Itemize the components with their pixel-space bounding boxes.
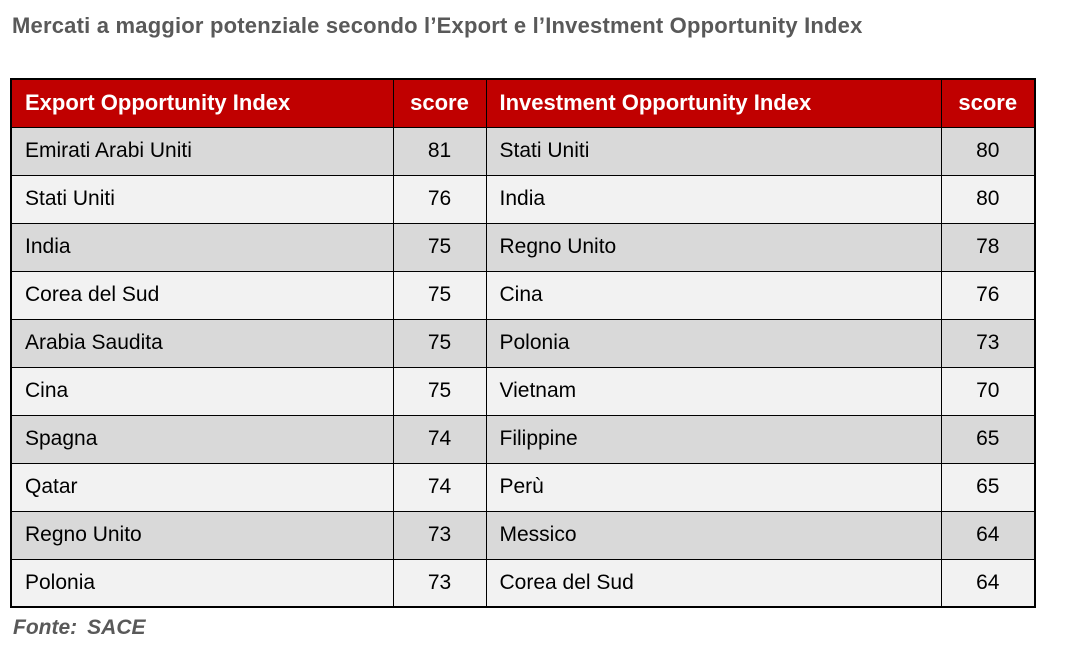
export-market-cell: Regno Unito: [10, 510, 394, 560]
export-market-cell: Corea del Sud: [10, 270, 394, 320]
page-title: Mercati a maggior potenziale secondo l’E…: [12, 13, 863, 38]
header-export-opportunity-index: Export Opportunity Index: [10, 78, 394, 128]
header-investment-opportunity-index: Investment Opportunity Index: [485, 78, 942, 128]
export-market-cell: Cina: [10, 366, 394, 416]
investment-score-cell: 73: [940, 318, 1036, 368]
export-score-cell: 73: [392, 510, 487, 560]
investment-score-cell: 76: [940, 270, 1036, 320]
header-export-score: score: [392, 78, 487, 128]
investment-score-cell: 64: [940, 510, 1036, 560]
investment-market-cell: Polonia: [485, 318, 942, 368]
opportunity-index-table: Export Opportunity Index score Investmen…: [10, 78, 1036, 608]
investment-score-cell: 65: [940, 462, 1036, 512]
table-row: Polonia 73 Corea del Sud 64: [10, 558, 1036, 608]
investment-market-cell: Perù: [485, 462, 942, 512]
export-market-cell: Polonia: [10, 558, 394, 608]
source-label: Fonte:: [13, 616, 78, 639]
export-market-cell: Spagna: [10, 414, 394, 464]
investment-score-cell: 80: [940, 126, 1036, 176]
source-value: SACE: [87, 616, 146, 639]
table-body: Emirati Arabi Uniti 81 Stati Uniti 80 Stati …: [10, 126, 1036, 608]
investment-score-cell: 65: [940, 414, 1036, 464]
investment-score-cell: 78: [940, 222, 1036, 272]
investment-score-cell: 80: [940, 174, 1036, 224]
investment-market-cell: Regno Unito: [485, 222, 942, 272]
investment-score-cell: 70: [940, 366, 1036, 416]
investment-market-cell: Vietnam: [485, 366, 942, 416]
investment-score-cell: 64: [940, 558, 1036, 608]
export-score-cell: 74: [392, 462, 487, 512]
header-row: Export Opportunity Index score Investmen…: [10, 78, 1036, 128]
table-row: Regno Unito 73 Messico 64: [10, 510, 1036, 560]
export-market-cell: Emirati Arabi Uniti: [10, 126, 394, 176]
investment-market-cell: Filippine: [485, 414, 942, 464]
table-header: Export Opportunity Index score Investmen…: [10, 78, 1036, 128]
table-row: Arabia Saudita 75 Polonia 73: [10, 318, 1036, 368]
export-market-cell: Stati Uniti: [10, 174, 394, 224]
investment-market-cell: India: [485, 174, 942, 224]
table-row: Emirati Arabi Uniti 81 Stati Uniti 80: [10, 126, 1036, 176]
export-score-cell: 76: [392, 174, 487, 224]
export-score-cell: 73: [392, 558, 487, 608]
table-row: Stati Uniti 76 India 80: [10, 174, 1036, 224]
investment-market-cell: Messico: [485, 510, 942, 560]
table-row: India 75 Regno Unito 78: [10, 222, 1036, 272]
export-market-cell: India: [10, 222, 394, 272]
export-score-cell: 74: [392, 414, 487, 464]
table-row: Corea del Sud 75 Cina 76: [10, 270, 1036, 320]
export-market-cell: Qatar: [10, 462, 394, 512]
export-score-cell: 75: [392, 366, 487, 416]
export-market-cell: Arabia Saudita: [10, 318, 394, 368]
export-score-cell: 75: [392, 318, 487, 368]
source-line: Fonte: SACE: [13, 616, 146, 640]
investment-market-cell: Cina: [485, 270, 942, 320]
investment-market-cell: Corea del Sud: [485, 558, 942, 608]
investment-market-cell: Stati Uniti: [485, 126, 942, 176]
header-investment-score: score: [940, 78, 1036, 128]
export-score-cell: 75: [392, 270, 487, 320]
table-row: Cina 75 Vietnam 70: [10, 366, 1036, 416]
table-row: Qatar 74 Perù 65: [10, 462, 1036, 512]
table-row: Spagna 74 Filippine 65: [10, 414, 1036, 464]
export-score-cell: 75: [392, 222, 487, 272]
export-score-cell: 81: [392, 126, 487, 176]
